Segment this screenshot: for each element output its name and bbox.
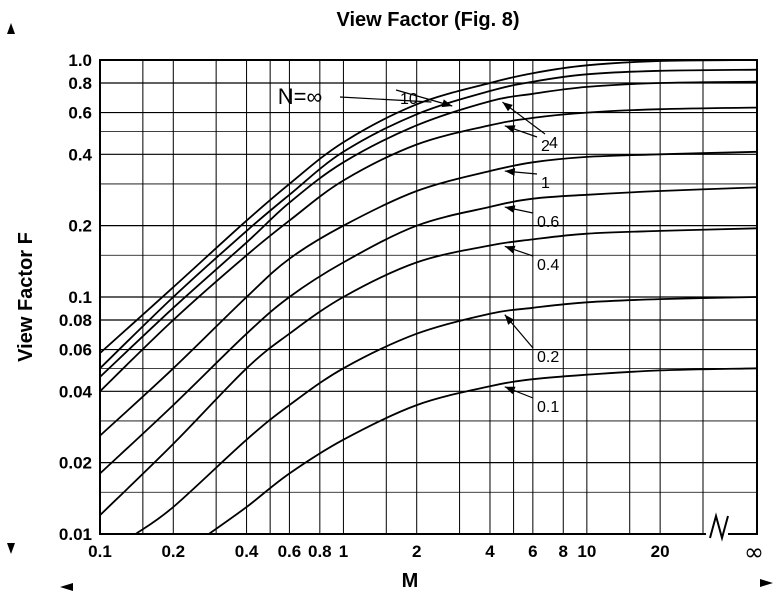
x-tick-label: 20 — [651, 542, 670, 561]
curve-label-n-0-1: 0.1 — [537, 399, 559, 416]
curve-label-n-0-6: 0.6 — [537, 214, 559, 231]
y-tick-label: 0.01 — [59, 525, 92, 544]
x-tick-label: 0.6 — [278, 542, 302, 561]
leader-line — [339, 96, 432, 103]
x-tick-label: 8 — [559, 542, 568, 561]
series-line-n-10 — [100, 68, 757, 369]
grid — [100, 60, 757, 534]
x-tick-label-infinity: ∞ — [744, 538, 764, 566]
chart-title: View Factor (Fig. 8) — [337, 9, 520, 31]
curve-label-n-2: 2 — [541, 138, 550, 155]
y-tick-label: 0.6 — [68, 104, 92, 123]
curve-label-n-0-2: 0.2 — [537, 349, 559, 366]
x-tick-label: 2 — [412, 542, 421, 561]
y-axis-label: View Factor F — [15, 232, 37, 362]
arrowhead-icon — [504, 314, 515, 325]
series-line-n-2 — [100, 106, 757, 392]
arrowhead-icon — [504, 125, 516, 133]
curve-label-n-infinity: N=∞ — [278, 84, 322, 109]
y-tick-label: 0.02 — [59, 454, 92, 473]
series-line-n-0-6 — [100, 186, 757, 475]
y-tick-label: 0.8 — [68, 74, 92, 93]
curve-label-n-0-4: 0.4 — [537, 257, 559, 274]
y-tick-label: 0.04 — [59, 382, 93, 401]
y-tick-label: 0.1 — [68, 288, 92, 307]
arrow-left-icon — [60, 583, 73, 591]
x-axis-label: M — [402, 570, 419, 592]
arrowhead-icon — [504, 245, 516, 254]
x-tick-label: 0.2 — [161, 542, 185, 561]
x-tick-label: 0.8 — [308, 542, 332, 561]
arrowhead-icon — [504, 205, 516, 213]
axis-break-icon — [706, 512, 729, 542]
y-tick-label: 0.06 — [59, 341, 92, 360]
series-line-n-0-1 — [208, 367, 757, 534]
arrow-down-icon — [7, 543, 15, 554]
series-line-n-infinity — [100, 60, 757, 354]
series-line-n-0-4 — [100, 227, 757, 516]
x-tick-label: 10 — [577, 542, 596, 561]
series-layer — [100, 60, 757, 534]
x-tick-labels: 0.1 0.2 0.4 0.6 0.8 1 2 4 6 8 10 20 — [88, 542, 669, 561]
series-line-n-4 — [100, 80, 757, 378]
y-tick-label: 0.2 — [68, 217, 92, 236]
y-tick-label: 0.08 — [59, 311, 92, 330]
series-line-n-1 — [100, 150, 757, 437]
curve-annotations: 10 42 1 0.6 0.4 0.2 0.1 — [339, 89, 559, 416]
x-tick-label: 0.1 — [88, 542, 112, 561]
curve-label-n-10: 10 — [400, 91, 418, 108]
y-tick-label: 0.4 — [68, 145, 92, 164]
y-tick-label: 1.0 — [68, 51, 92, 70]
x-tick-label: 1 — [339, 542, 348, 561]
arrowhead-icon — [502, 102, 513, 112]
x-tick-label: 0.4 — [235, 542, 259, 561]
arrow-up-icon — [7, 23, 15, 34]
y-tick-labels: 0.01 0.02 0.04 0.06 0.08 0.1 0.2 0.4 0.6 0.8 1.0 — [59, 51, 93, 544]
x-tick-label: 4 — [485, 542, 495, 561]
arrowhead-icon — [504, 168, 516, 176]
x-tick-label: 6 — [528, 542, 537, 561]
series-line-n-0-2 — [135, 296, 757, 534]
arrowhead-icon — [441, 99, 453, 108]
curve-label-n-4: 4 — [549, 135, 558, 152]
arrowhead-icon — [504, 386, 516, 395]
curve-label-n-1: 1 — [541, 175, 550, 192]
arrow-right-icon — [760, 579, 773, 587]
plot-frame — [99, 59, 758, 535]
